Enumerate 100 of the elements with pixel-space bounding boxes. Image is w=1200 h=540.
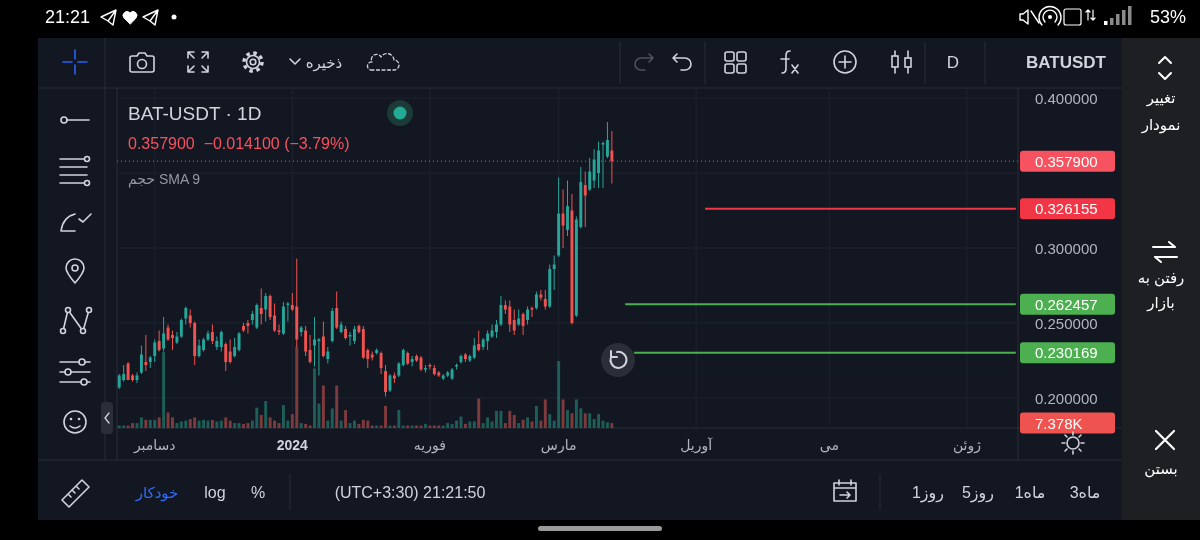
candlestick [224, 342, 228, 372]
candlestick [246, 319, 250, 335]
bar [517, 423, 521, 428]
bar [397, 410, 401, 428]
bar [321, 385, 325, 428]
candlestick [379, 351, 383, 375]
candlestick [472, 337, 476, 360]
candlestick [499, 295, 503, 327]
bar [139, 417, 143, 428]
candlestick [171, 330, 174, 351]
candlestick [384, 364, 387, 397]
candlestick [521, 312, 525, 336]
candlestick [313, 316, 316, 368]
x-tick-label: می [819, 437, 839, 453]
bar [534, 405, 538, 428]
bar [144, 419, 148, 428]
annotation: حجم SMA 9 [128, 171, 201, 188]
candlestick [348, 331, 352, 347]
bar [446, 423, 450, 428]
bar [543, 399, 547, 428]
bar [304, 423, 308, 428]
text: 0.357900 −0.014100 (−3.79%) [128, 134, 350, 152]
candlestick [215, 336, 219, 351]
candlestick [610, 130, 614, 185]
bar [233, 423, 237, 428]
x-tick-label: 2024 [276, 437, 309, 453]
data-label: 0.326155 [1035, 200, 1098, 218]
x-tick-label: آوریل [680, 437, 714, 454]
candlestick [175, 331, 179, 345]
text: 1ماه [1014, 483, 1046, 501]
bar [330, 408, 334, 428]
bar [148, 419, 152, 428]
text: 21:21 [45, 7, 91, 27]
x-tick-label: مارس [540, 437, 577, 454]
text: تغییر نمودار [1140, 88, 1181, 134]
bar [193, 417, 197, 428]
candlestick [592, 148, 596, 189]
candlestick [583, 171, 587, 228]
candlestick [179, 318, 183, 339]
bar [477, 398, 481, 428]
x-tick-label: ژوئن [952, 437, 982, 454]
bar [583, 413, 587, 428]
bar [228, 420, 232, 428]
text: خودکار [134, 483, 179, 502]
candlestick [308, 334, 312, 365]
bar [264, 401, 268, 428]
y-tick-label: 0.400000 [1035, 89, 1098, 107]
bar [246, 423, 250, 428]
x-tick-label: دسامبر [132, 437, 176, 454]
candlestick [588, 157, 592, 192]
candlestick [228, 339, 232, 365]
candlestick [508, 300, 512, 333]
bar [361, 419, 365, 428]
text: 1روز [911, 483, 945, 503]
y-tick-label: 0.200000 [1035, 389, 1098, 407]
bar [131, 423, 134, 428]
bar [610, 423, 614, 428]
candlestick [566, 180, 569, 237]
candlestick [605, 121, 609, 159]
bar [463, 423, 467, 428]
data-label: 0.230169 [1035, 344, 1098, 362]
bar [188, 419, 192, 428]
ref-line-label: 0.357900 [1035, 152, 1098, 170]
candlestick [264, 292, 268, 323]
bar [566, 410, 569, 428]
text: رفتن به بازار [1137, 268, 1185, 312]
candlestick [490, 324, 494, 339]
candlestick [237, 331, 241, 353]
bar [574, 399, 578, 428]
candlestick [255, 303, 259, 330]
candlestick [144, 334, 148, 372]
bar [326, 420, 330, 428]
bar [219, 420, 223, 428]
text: BATUSDT [1026, 52, 1107, 72]
text: ذخیره [305, 53, 343, 72]
bar [237, 423, 241, 428]
candlestick [139, 345, 143, 375]
bar [166, 412, 170, 428]
candlestick [304, 325, 308, 357]
text: 53% [1149, 7, 1186, 27]
bar [157, 417, 161, 428]
bar [455, 420, 458, 428]
bar [366, 420, 370, 428]
bar [597, 414, 601, 428]
candlestick [597, 141, 601, 189]
y-tick-label: 0.300000 [1035, 239, 1098, 257]
bar [548, 414, 552, 428]
text: 3ماه [1069, 483, 1101, 501]
candlestick [219, 330, 223, 353]
bar [384, 405, 387, 428]
bar [539, 420, 543, 428]
candlestick [601, 141, 605, 189]
text: بستن [1144, 459, 1178, 478]
candlestick [552, 255, 556, 291]
bar [273, 420, 277, 428]
bar [468, 421, 472, 428]
text: 5روز [961, 483, 995, 503]
text: log [204, 483, 226, 501]
y-tick-label: 0.250000 [1035, 314, 1098, 332]
bar [197, 420, 201, 428]
